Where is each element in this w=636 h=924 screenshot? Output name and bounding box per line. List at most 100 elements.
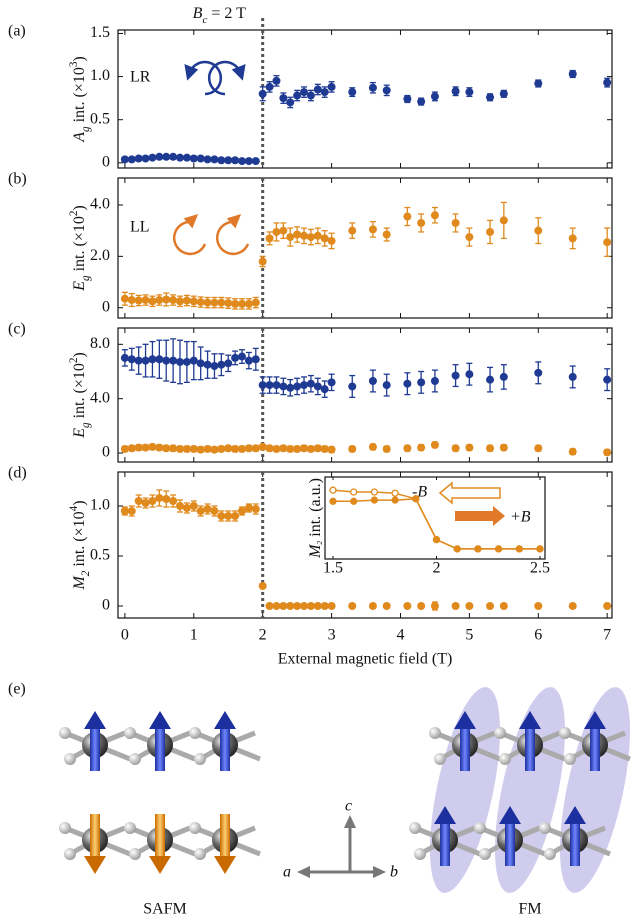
panel-label: (b) xyxy=(8,171,27,188)
label-part: ) xyxy=(71,352,88,357)
label-part: g xyxy=(80,275,92,281)
point xyxy=(127,507,136,515)
point xyxy=(603,448,612,457)
inset-text: LR xyxy=(130,69,151,86)
ll-icon xyxy=(172,214,250,256)
point xyxy=(162,295,171,304)
point xyxy=(231,299,240,308)
point xyxy=(244,356,253,365)
y-tick-label: 1.0 xyxy=(90,497,110,514)
panel-label: (a) xyxy=(8,23,26,40)
point xyxy=(189,356,198,365)
point xyxy=(417,218,426,227)
point xyxy=(300,444,309,453)
point xyxy=(368,83,377,92)
point xyxy=(603,238,612,247)
point xyxy=(391,489,399,497)
point xyxy=(403,212,412,221)
x-tick-label: 6 xyxy=(534,627,542,644)
point xyxy=(155,152,164,161)
point xyxy=(176,444,185,453)
point xyxy=(148,497,157,505)
point xyxy=(368,442,377,451)
label-part: 4 xyxy=(68,505,80,511)
point xyxy=(536,545,544,553)
point xyxy=(306,444,315,453)
point xyxy=(251,355,260,364)
point xyxy=(176,297,185,306)
point xyxy=(120,507,129,515)
point xyxy=(251,444,260,453)
point xyxy=(486,375,495,384)
y-tick-label: 1.5 xyxy=(90,24,110,41)
label-part: M xyxy=(307,543,324,559)
point xyxy=(417,602,426,610)
point xyxy=(224,156,233,165)
point xyxy=(224,512,233,520)
point xyxy=(327,602,336,610)
point xyxy=(348,88,357,97)
point xyxy=(279,94,288,103)
point xyxy=(320,602,329,610)
point xyxy=(272,444,281,453)
label-part: B xyxy=(193,5,203,22)
point xyxy=(279,602,288,610)
point xyxy=(251,298,260,307)
point xyxy=(217,298,226,307)
x-tick-label: 0 xyxy=(121,627,129,644)
point xyxy=(127,355,136,364)
point xyxy=(238,299,247,308)
panel-label: (c) xyxy=(8,321,26,338)
point xyxy=(155,355,164,364)
point xyxy=(430,211,439,220)
point xyxy=(210,445,219,454)
point xyxy=(603,602,612,610)
point xyxy=(134,296,143,305)
point xyxy=(382,602,391,610)
point xyxy=(182,153,191,162)
point xyxy=(474,545,482,553)
y-tick-label: 4.0 xyxy=(90,389,110,406)
point xyxy=(370,496,379,504)
label-part: ) xyxy=(71,500,88,505)
point xyxy=(217,156,226,165)
point xyxy=(300,602,309,610)
point xyxy=(451,371,460,380)
point xyxy=(265,234,274,243)
label-part: int. (a.u.) xyxy=(307,478,324,541)
point xyxy=(238,444,247,453)
label-part: g xyxy=(80,422,92,428)
point xyxy=(141,499,150,507)
point xyxy=(370,488,379,496)
point xyxy=(306,602,315,610)
point xyxy=(120,353,129,362)
point xyxy=(238,352,247,361)
point xyxy=(231,353,240,362)
phase-label: SAFM xyxy=(143,901,187,918)
x-tick-label: 7 xyxy=(603,627,611,644)
phase-label: FM xyxy=(518,901,541,918)
point xyxy=(534,226,543,235)
point xyxy=(155,296,164,305)
point xyxy=(603,375,612,384)
point xyxy=(329,486,337,494)
point xyxy=(568,69,577,78)
label-part: int. (×10 xyxy=(71,216,88,275)
point xyxy=(134,497,143,505)
point xyxy=(293,91,302,100)
point xyxy=(382,86,391,95)
y-axis-label: Eg int. (×102) xyxy=(68,352,92,439)
point xyxy=(244,299,253,308)
point xyxy=(169,296,178,305)
point xyxy=(258,257,267,266)
point xyxy=(272,227,281,236)
point xyxy=(286,444,295,453)
point xyxy=(258,89,267,98)
point xyxy=(244,444,253,453)
point xyxy=(196,445,205,454)
point xyxy=(196,154,205,163)
point xyxy=(231,512,240,520)
point xyxy=(293,444,302,453)
point xyxy=(293,382,302,391)
